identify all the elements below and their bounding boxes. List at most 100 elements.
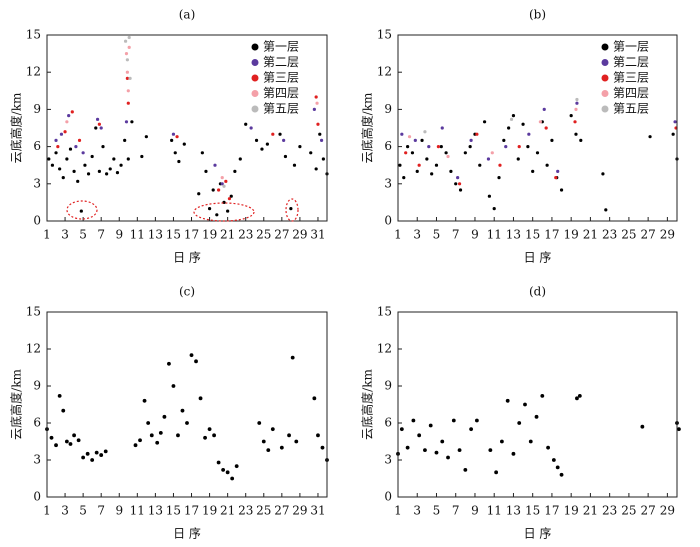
data-point bbox=[446, 455, 450, 460]
data-point bbox=[469, 138, 473, 142]
data-point bbox=[265, 142, 269, 146]
data-point bbox=[478, 163, 482, 167]
data-point bbox=[99, 453, 104, 457]
y-tick-label: 15 bbox=[26, 28, 41, 42]
data-point bbox=[220, 182, 224, 186]
data-point bbox=[133, 443, 138, 448]
data-point bbox=[125, 70, 129, 74]
y-axis-label: 云底高度/km bbox=[360, 369, 375, 440]
data-point bbox=[463, 467, 468, 472]
data-point bbox=[575, 97, 579, 102]
data-point bbox=[554, 176, 558, 180]
data-point bbox=[457, 448, 462, 453]
x-tick-label: 7 bbox=[452, 504, 460, 518]
x-tick-label: 23 bbox=[602, 504, 617, 518]
data-point bbox=[456, 176, 460, 180]
legend-label: 第三层 bbox=[263, 71, 299, 85]
legend-label: 第四层 bbox=[263, 86, 299, 100]
data-point bbox=[294, 439, 299, 444]
y-tick-label: 0 bbox=[384, 490, 392, 504]
y-tick-label: 0 bbox=[384, 214, 392, 228]
y-tick-label: 3 bbox=[384, 176, 392, 190]
data-point bbox=[197, 192, 201, 196]
data-point bbox=[449, 169, 453, 173]
data-point bbox=[494, 470, 499, 475]
x-tick-label: 15 bbox=[166, 504, 181, 518]
data-point bbox=[238, 157, 242, 161]
data-point bbox=[283, 154, 288, 159]
data-point bbox=[407, 135, 412, 139]
data-point bbox=[457, 182, 462, 186]
data-point bbox=[158, 430, 163, 435]
data-point bbox=[436, 145, 441, 149]
data-point bbox=[128, 76, 132, 80]
data-point bbox=[446, 154, 450, 159]
data-point bbox=[123, 39, 128, 43]
data-point bbox=[417, 163, 421, 167]
data-point bbox=[575, 101, 579, 105]
data-point bbox=[61, 408, 66, 413]
x-tick-label: 21 bbox=[220, 228, 235, 242]
data-point bbox=[535, 151, 540, 155]
data-point bbox=[227, 197, 232, 201]
legend-label: 第一层 bbox=[263, 40, 299, 54]
data-point bbox=[200, 151, 204, 155]
data-point bbox=[115, 171, 120, 175]
x-tick-label: 3 bbox=[413, 504, 421, 518]
x-tick-label: 13 bbox=[506, 504, 521, 518]
data-point bbox=[229, 194, 233, 198]
data-point bbox=[559, 188, 564, 192]
x-tick-label: 13 bbox=[506, 228, 521, 242]
data-point bbox=[212, 433, 216, 438]
x-tick-label: 29 bbox=[660, 228, 675, 242]
x-tick-label: 13 bbox=[148, 504, 163, 518]
x-tick-label: 27 bbox=[274, 504, 289, 518]
data-point bbox=[534, 414, 539, 419]
data-point bbox=[527, 132, 531, 136]
data-point bbox=[555, 465, 560, 470]
x-tick-label: 19 bbox=[564, 504, 579, 518]
data-point bbox=[314, 95, 318, 99]
legend-marker bbox=[251, 59, 259, 66]
data-point bbox=[68, 442, 73, 446]
legend-label: 第五层 bbox=[613, 102, 649, 116]
x-tick-label: 13 bbox=[148, 228, 163, 242]
data-point bbox=[427, 145, 431, 149]
data-point bbox=[604, 208, 608, 212]
data-point bbox=[95, 117, 100, 121]
y-tick-label: 3 bbox=[384, 453, 392, 467]
x-tick-label: 11 bbox=[130, 228, 145, 242]
data-point bbox=[215, 213, 219, 217]
data-point bbox=[207, 207, 212, 211]
data-point bbox=[540, 393, 545, 398]
data-point bbox=[556, 169, 560, 173]
x-tick-label: 23 bbox=[238, 228, 253, 242]
data-point bbox=[321, 157, 325, 161]
x-tick-label: 21 bbox=[583, 228, 598, 242]
plot-frame bbox=[397, 311, 678, 498]
y-tick-label: 15 bbox=[377, 305, 392, 319]
data-point bbox=[124, 120, 129, 124]
data-point bbox=[417, 433, 422, 438]
data-point bbox=[314, 167, 318, 171]
x-tick-label: 7 bbox=[97, 228, 105, 242]
data-point bbox=[434, 163, 439, 167]
data-point bbox=[677, 427, 681, 432]
data-point bbox=[63, 130, 67, 134]
x-tick-label: 17 bbox=[184, 504, 199, 518]
data-point bbox=[511, 451, 516, 456]
x-tick-label: 7 bbox=[97, 504, 105, 518]
data-point bbox=[504, 145, 508, 149]
data-point bbox=[216, 460, 221, 465]
x-tick-label: 25 bbox=[256, 228, 271, 242]
panel-title: (a) bbox=[179, 8, 196, 22]
panel-title: (c) bbox=[179, 285, 195, 299]
data-point bbox=[318, 132, 322, 136]
data-point bbox=[123, 138, 127, 142]
data-point bbox=[640, 424, 645, 429]
x-tick-label: 1 bbox=[43, 504, 51, 518]
data-point bbox=[531, 169, 535, 173]
